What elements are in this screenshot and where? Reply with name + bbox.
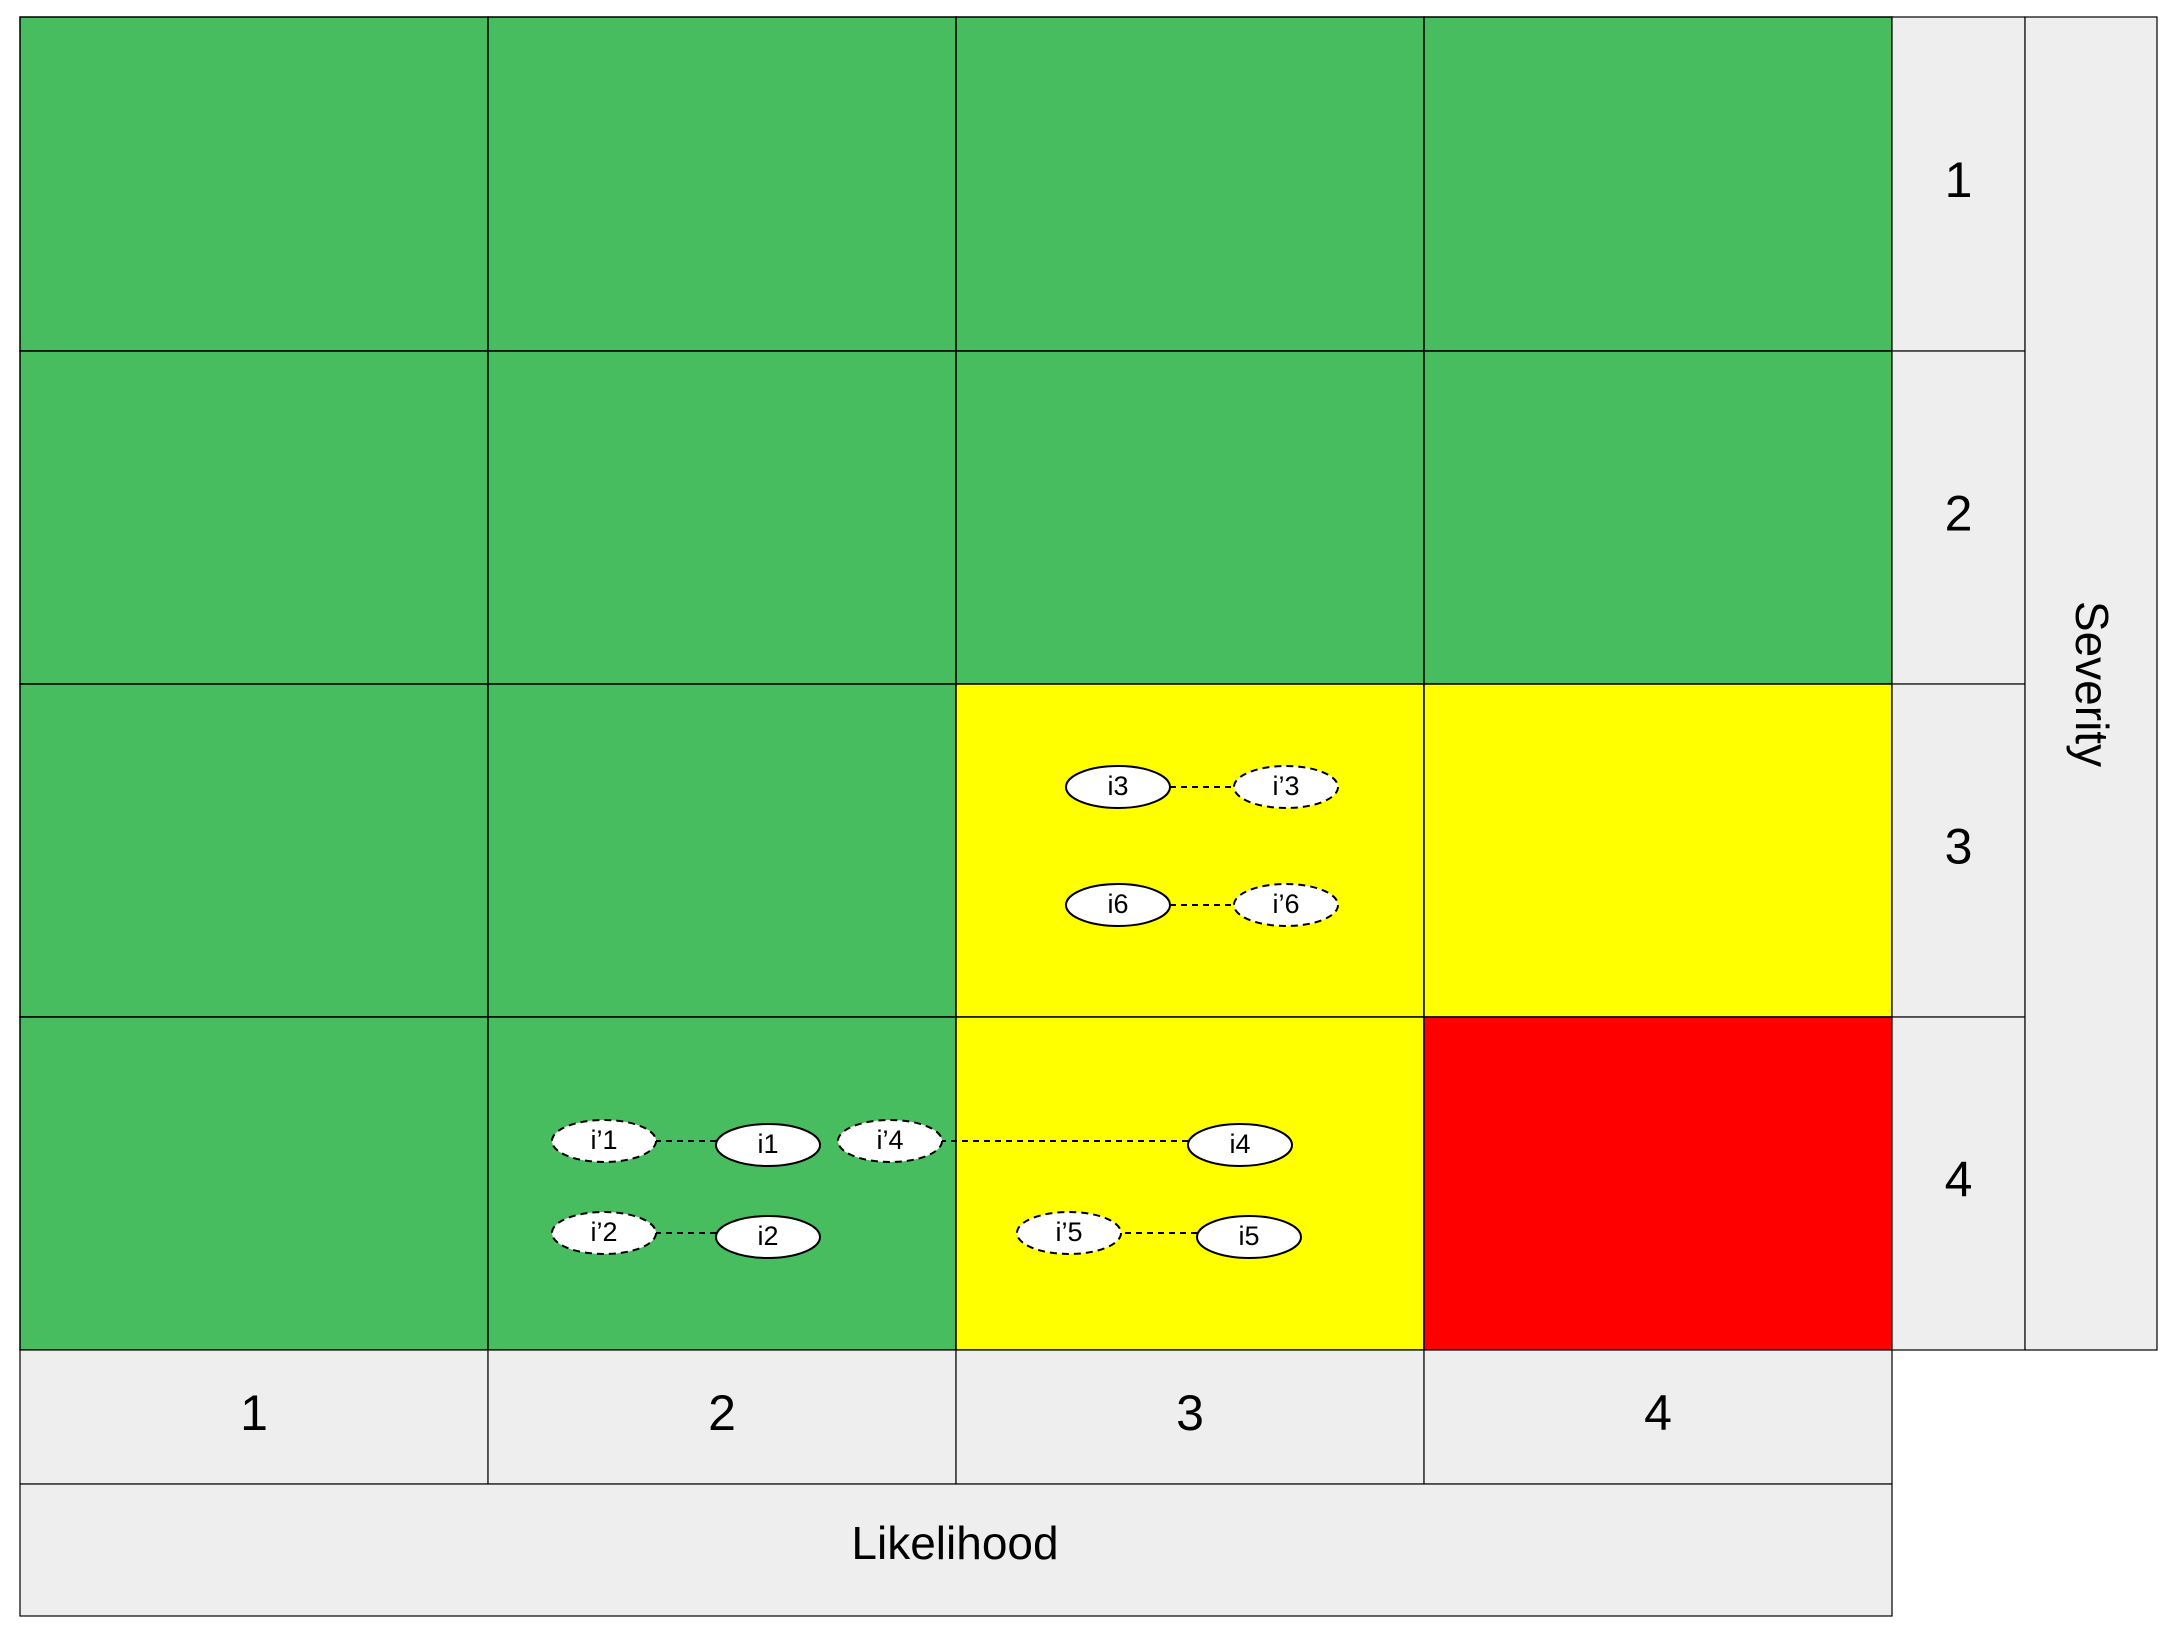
matrix-cell-s2-l1 (19, 350, 489, 685)
axis-headers: 1 2 3 4 1 2 3 4 (19, 16, 2158, 1617)
severity-tick-label: 3 (1945, 819, 1973, 875)
severity-axis-title: Severity (2066, 601, 2118, 767)
likelihood-tick-label: 1 (240, 1385, 268, 1441)
likelihood-axis-title: Likelihood (851, 1517, 1058, 1569)
node-ip6: i’6 (1233, 883, 1339, 927)
node-ip1: i’1 (551, 1119, 657, 1163)
matrix-cell-s1-l3 (955, 16, 1425, 352)
node-label: i1 (757, 1129, 778, 1159)
severity-label-cell (1891, 16, 2026, 352)
matrix-cell-s1-l1 (19, 16, 489, 352)
likelihood-label-cell (487, 1349, 957, 1485)
node-ip3: i’3 (1233, 765, 1339, 809)
severity-label-cell (1891, 683, 2026, 1018)
node-ip4: i’4 (837, 1119, 943, 1163)
node-ellipse (1065, 765, 1171, 809)
matrix-cell-s3-l1 (19, 683, 489, 1018)
node-label: i’6 (1272, 889, 1299, 919)
node-i1: i1 (715, 1123, 821, 1167)
matrix-cell-s2-l3 (955, 350, 1425, 685)
likelihood-label-cell (1423, 1349, 1893, 1485)
node-label: i5 (1238, 1221, 1259, 1251)
node-ellipse (715, 1215, 821, 1259)
severity-label-cell (1891, 1016, 2026, 1351)
node-label: i’4 (876, 1125, 903, 1155)
node-ip5: i’5 (1016, 1211, 1122, 1255)
likelihood-title-cell (19, 1483, 1893, 1617)
matrix-cell-s1-l4 (1423, 16, 1893, 352)
node-i6: i6 (1065, 883, 1171, 927)
node-label: i3 (1107, 771, 1128, 801)
matrix-cell-s3-l4 (1423, 683, 1893, 1018)
node-ellipse (715, 1123, 821, 1167)
node-ellipse (551, 1211, 657, 1255)
node-label: i’1 (590, 1125, 617, 1155)
matrix-cell-s1-l2 (487, 16, 957, 352)
node-ellipse (1233, 765, 1339, 809)
node-ellipse (1196, 1215, 1302, 1259)
node-ellipse (837, 1119, 943, 1163)
node-label: i4 (1229, 1129, 1250, 1159)
matrix-cells (19, 16, 1893, 1351)
node-ellipse (551, 1119, 657, 1163)
node-ellipse (1233, 883, 1339, 927)
matrix-cell-s4-l2 (487, 1016, 957, 1351)
severity-tick-label: 2 (1945, 486, 1973, 542)
matrix-cell-s4-l4 (1423, 1016, 1893, 1351)
matrix-cell-s3-l3 (955, 683, 1425, 1018)
likelihood-label-cell (955, 1349, 1425, 1485)
node-i4: i4 (1187, 1123, 1293, 1167)
node-ellipse (1065, 883, 1171, 927)
node-label: i2 (757, 1221, 778, 1251)
node-ip2: i’2 (551, 1211, 657, 1255)
node-i2: i2 (715, 1215, 821, 1259)
severity-tick-label: 4 (1945, 1152, 1973, 1208)
node-i3: i3 (1065, 765, 1171, 809)
severity-label-cell (1891, 350, 2026, 685)
node-label: i6 (1107, 889, 1128, 919)
severity-title-cell (2024, 16, 2158, 1351)
node-i5: i5 (1196, 1215, 1302, 1259)
matrix-cell-s4-l1 (19, 1016, 489, 1351)
likelihood-tick-label: 3 (1176, 1385, 1204, 1441)
matrix-cell-s4-l3 (955, 1016, 1425, 1351)
likelihood-tick-label: 2 (708, 1385, 736, 1441)
matrix-cell-s2-l4 (1423, 350, 1893, 685)
matrix-cell-s2-l2 (487, 350, 957, 685)
node-label: i’5 (1055, 1217, 1082, 1247)
item-nodes: i1 i’1 i2 i’2 i3 i’3 i4 i’4 i5 i’5 i6 i’6 (551, 765, 1339, 1259)
node-label: i’2 (590, 1217, 617, 1247)
severity-tick-label: 1 (1945, 152, 1973, 208)
node-ellipse (1016, 1211, 1122, 1255)
matrix-cell-s3-l2 (487, 683, 957, 1018)
likelihood-tick-label: 4 (1644, 1385, 1672, 1441)
node-ellipse (1187, 1123, 1293, 1167)
node-label: i’3 (1272, 771, 1299, 801)
